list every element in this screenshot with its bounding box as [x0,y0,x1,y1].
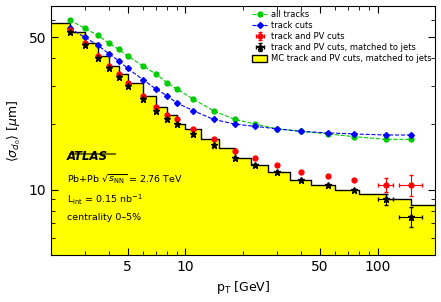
track cuts [153,87,158,91]
track cuts [95,43,101,47]
all tracks [211,109,216,113]
all tracks [351,135,356,138]
all tracks [174,87,179,91]
track cuts [125,67,130,70]
Text: centrality 0–5%: centrality 0–5% [67,213,141,222]
track cuts [106,52,112,56]
track cuts [252,124,258,128]
track cuts [174,101,179,105]
Line: track cuts: track cuts [68,26,414,137]
track cuts [164,94,169,98]
Text: L$_{\mathrm{int}}$ = 0.15 nb$^{-1}$: L$_{\mathrm{int}}$ = 0.15 nb$^{-1}$ [67,193,142,207]
all tracks [153,72,158,76]
all tracks [164,81,169,84]
all tracks [125,54,130,58]
all tracks [106,41,112,45]
all tracks [95,34,101,37]
track cuts [274,127,280,131]
Legend: all tracks, track cuts, track and PV cuts, track and PV cuts, matched to jets, M: all tracks, track cuts, track and PV cut… [250,8,433,65]
track cuts [409,133,414,137]
all tracks [274,127,280,131]
track cuts [351,132,356,136]
all tracks [191,97,196,101]
Y-axis label: $\langle\sigma_{d_0}\rangle$ [$\mu$m]: $\langle\sigma_{d_0}\rangle$ [$\mu$m] [6,99,23,162]
track cuts [299,130,304,133]
all tracks [325,132,330,136]
all tracks [409,137,414,141]
all tracks [140,64,146,68]
X-axis label: p$_\mathrm{T}$ [GeV]: p$_\mathrm{T}$ [GeV] [216,279,270,297]
Text: ATLAS: ATLAS [67,150,108,163]
track cuts [140,78,146,81]
all tracks [383,137,388,141]
all tracks [232,117,237,121]
track cuts [191,109,196,113]
track cuts [383,133,388,137]
all tracks [252,122,258,126]
all tracks [299,130,304,133]
track cuts [232,122,237,126]
track cuts [82,36,88,39]
all tracks [116,48,121,51]
track cuts [67,27,72,30]
all tracks [67,18,72,22]
all tracks [82,27,88,30]
Text: Pb+Pb $\sqrt{s_{\mathrm{NN}}}$ = 2.76 TeV: Pb+Pb $\sqrt{s_{\mathrm{NN}}}$ = 2.76 Te… [67,173,182,185]
Line: all tracks: all tracks [67,18,414,142]
track cuts [325,131,330,135]
track cuts [116,59,121,63]
track cuts [211,117,216,121]
